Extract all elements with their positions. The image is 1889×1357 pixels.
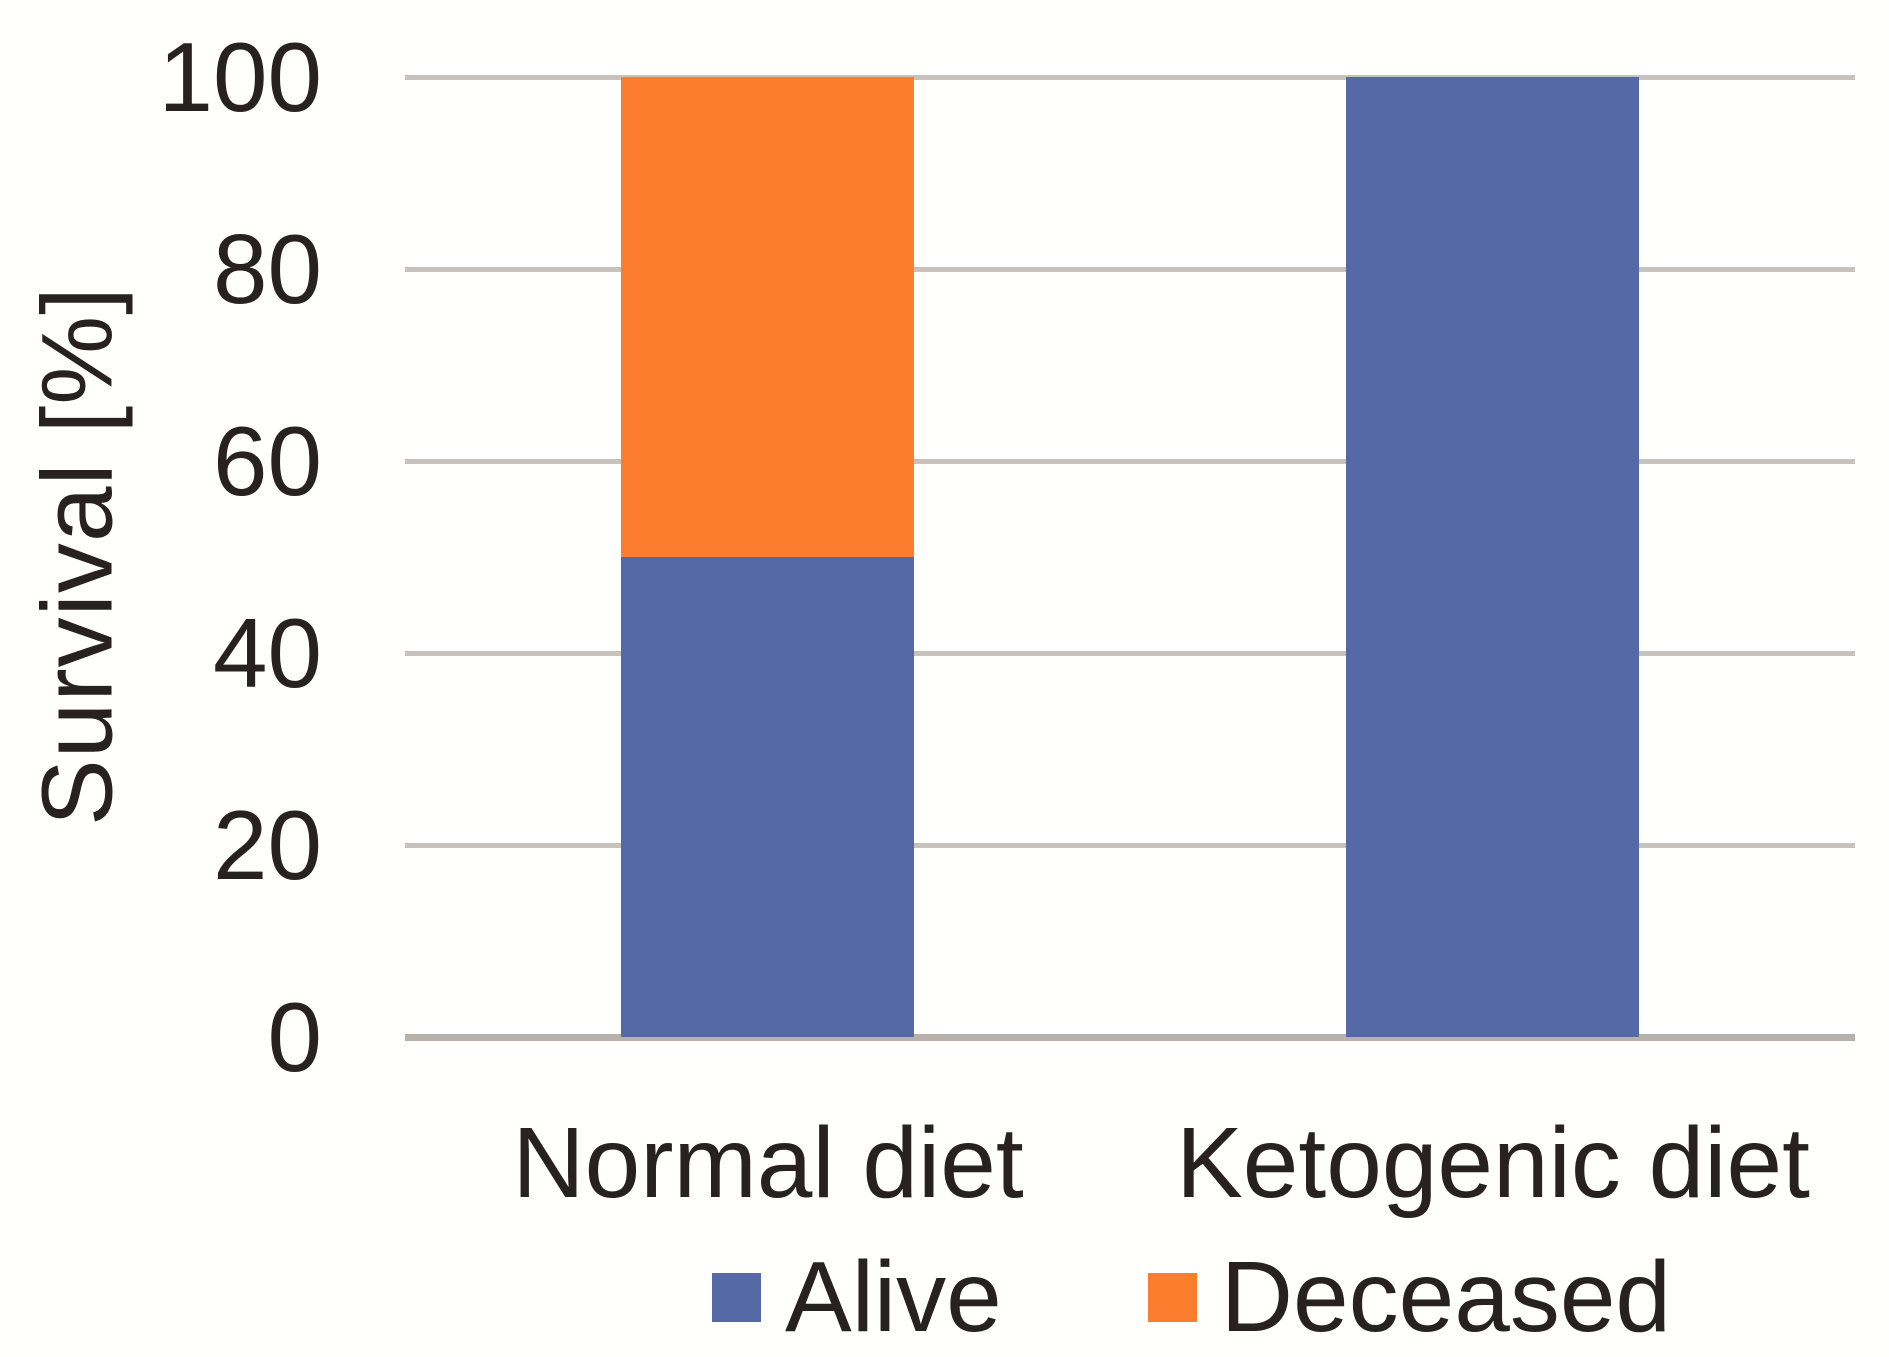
category-label-ketogenic-diet: Ketogenic diet xyxy=(1176,1107,1810,1219)
y-tick-label: 100 xyxy=(158,22,322,132)
legend-label-deceased: Deceased xyxy=(1220,1241,1672,1353)
chart-legend: Alive Deceased xyxy=(712,1247,1671,1347)
y-tick-label: 20 xyxy=(212,790,322,900)
gridline xyxy=(405,267,1855,272)
category-label-normal-diet: Normal diet xyxy=(512,1107,1024,1219)
gridline xyxy=(405,75,1855,80)
bar-segment-ketogenic-diet-alive xyxy=(1346,77,1639,1037)
legend-swatch-deceased-icon xyxy=(1147,1272,1197,1322)
legend-swatch-alive-icon xyxy=(712,1272,761,1322)
gridline xyxy=(405,843,1855,848)
bar-segment-normal-diet-deceased xyxy=(621,77,914,557)
legend-item-alive: Alive xyxy=(712,1247,1002,1347)
bar-segment-normal-diet-alive xyxy=(621,557,914,1037)
gridline xyxy=(405,459,1855,464)
y-tick-label: 60 xyxy=(212,406,322,516)
x-axis-line xyxy=(405,1034,1855,1041)
legend-label-alive: Alive xyxy=(785,1241,1002,1353)
y-axis-title: Survival [%] xyxy=(21,286,134,826)
y-tick-label: 80 xyxy=(212,214,322,324)
gridline xyxy=(405,651,1855,656)
legend-item-deceased: Deceased xyxy=(1147,1241,1672,1353)
y-tick-label: 0 xyxy=(267,982,322,1092)
y-tick-label: 40 xyxy=(212,598,322,708)
